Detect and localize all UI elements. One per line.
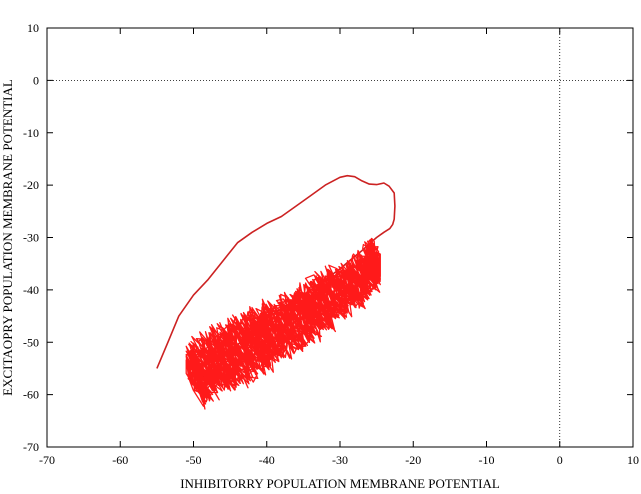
y-tick-label: 0 — [33, 73, 39, 87]
y-axis-label: EXCITAOPRY POPULATION MEMBRANE POTENTIAL — [0, 79, 15, 396]
y-tick-label: -20 — [23, 178, 39, 192]
series-layer — [156, 174, 396, 410]
y-tick-label: -60 — [23, 388, 39, 402]
x-axis-label: INHIBITORRY POPULATION MEMBRANE POTENTIA… — [180, 476, 500, 491]
plot-frame — [46, 27, 634, 448]
x-tick-label: -30 — [332, 453, 348, 467]
x-tick-label: -40 — [259, 453, 275, 467]
y-tick-label: -10 — [23, 126, 39, 140]
x-tick-label: -70 — [39, 453, 55, 467]
y-tick-label: 10 — [27, 21, 39, 35]
y-tick-label: -50 — [23, 335, 39, 349]
y-tick-label: -30 — [23, 231, 39, 245]
y-tick-label: -40 — [23, 283, 39, 297]
x-tick-label: -10 — [479, 453, 495, 467]
series-attractor-line — [185, 237, 381, 410]
y-tick-label: -70 — [23, 440, 39, 454]
x-tick-label: 0 — [557, 453, 563, 467]
x-tick-label: -50 — [186, 453, 202, 467]
axis-ticks: -70 -60 -50 -40 -30 -20 -10 0 10 -70 -60 -50 -40 -30 -… — [23, 21, 639, 467]
x-tick-label: 10 — [627, 453, 639, 467]
x-tick-label: -20 — [405, 453, 421, 467]
x-tick-label: -60 — [112, 453, 128, 467]
